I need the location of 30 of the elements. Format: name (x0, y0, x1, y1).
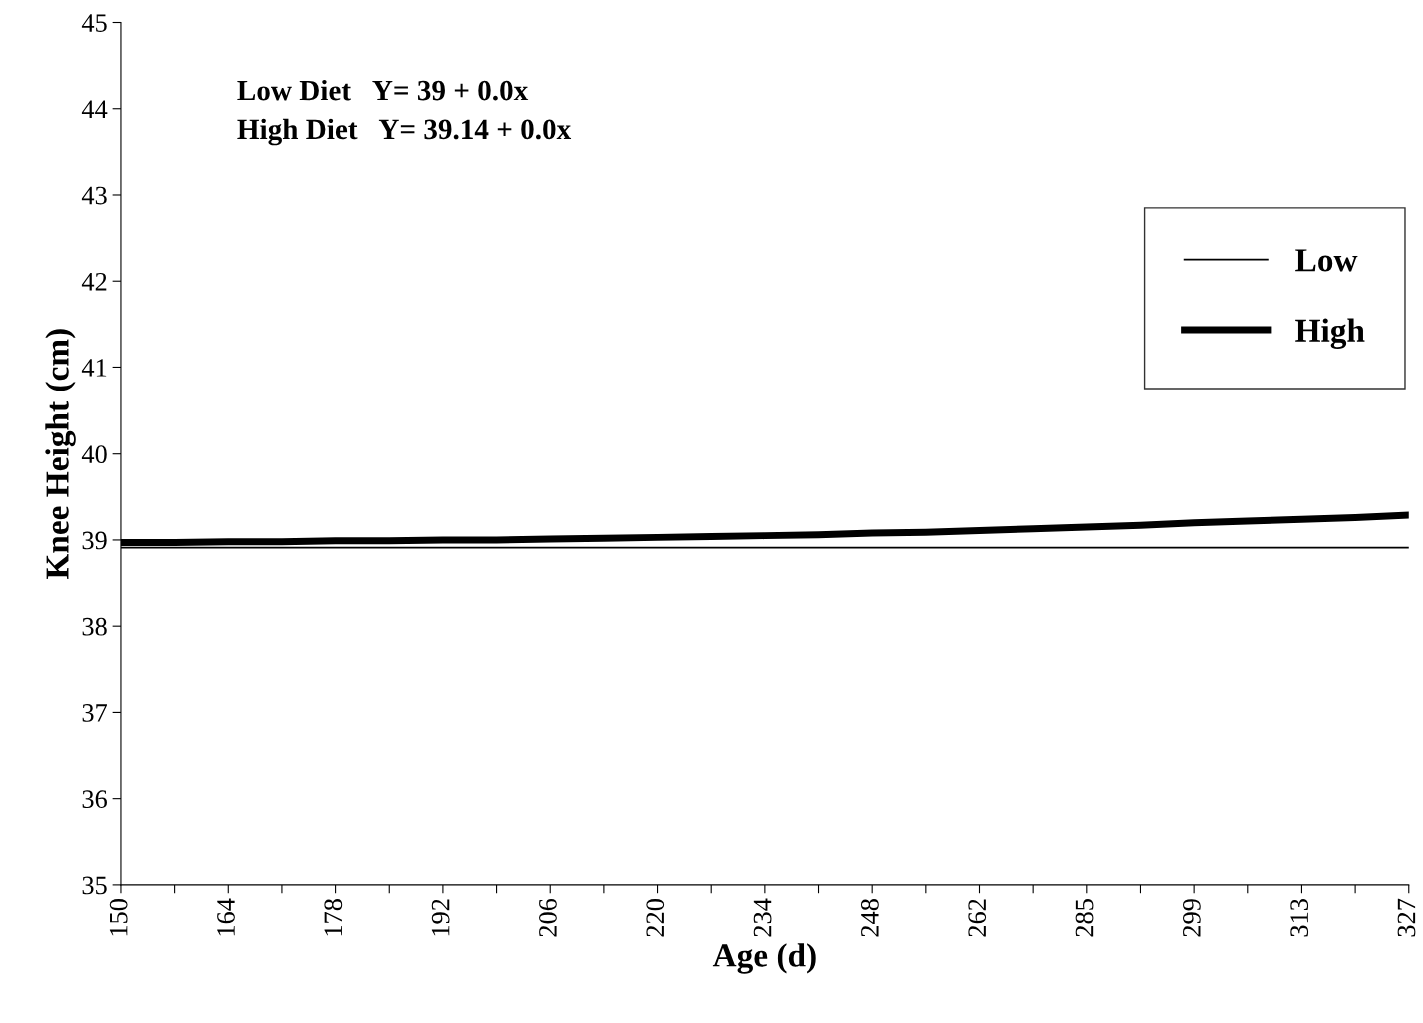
y-tick-label: 39 (82, 531, 107, 550)
y-axis-title: Knee Height (cm) (45, 329, 76, 580)
y-tick-label: 44 (81, 100, 108, 118)
y-tick-label: 37 (82, 704, 107, 722)
legend-label: High (1295, 318, 1365, 350)
x-tick-label: 327 (1397, 898, 1416, 937)
x-axis-title: Age (d) (712, 943, 816, 974)
y-tick-label: 43 (81, 186, 107, 205)
x-tick-label: 220 (646, 899, 665, 937)
y-tick-label: 42 (81, 272, 107, 291)
annotation: High Diet Y= 39.14 + 0.0x (237, 118, 572, 146)
x-tick-label: 285 (1075, 899, 1094, 937)
y-tick-label: 35 (82, 876, 107, 895)
x-tick-label: 206 (539, 898, 557, 937)
x-tick-label: 248 (860, 899, 879, 937)
x-tick-label: 313 (1290, 899, 1309, 937)
x-tick-label: 164 (217, 898, 235, 936)
y-tick-label: 38 (82, 617, 107, 636)
x-tick-label: 178 (324, 899, 343, 936)
y-tick-label: 41 (81, 359, 107, 377)
x-tick-label: 234 (753, 898, 772, 937)
x-tick-label: 299 (1183, 899, 1201, 937)
x-tick-label: 192 (431, 899, 450, 936)
y-tick-label: 45 (81, 14, 107, 32)
y-tick-label: 36 (82, 790, 107, 809)
legend-label: Low (1295, 249, 1358, 272)
x-tick-label: 150 (109, 899, 128, 936)
annotation: Low Diet Y= 39 + 0.0x (237, 79, 529, 101)
x-tick-label: 262 (968, 899, 987, 937)
y-tick-label: 40 (81, 445, 107, 464)
